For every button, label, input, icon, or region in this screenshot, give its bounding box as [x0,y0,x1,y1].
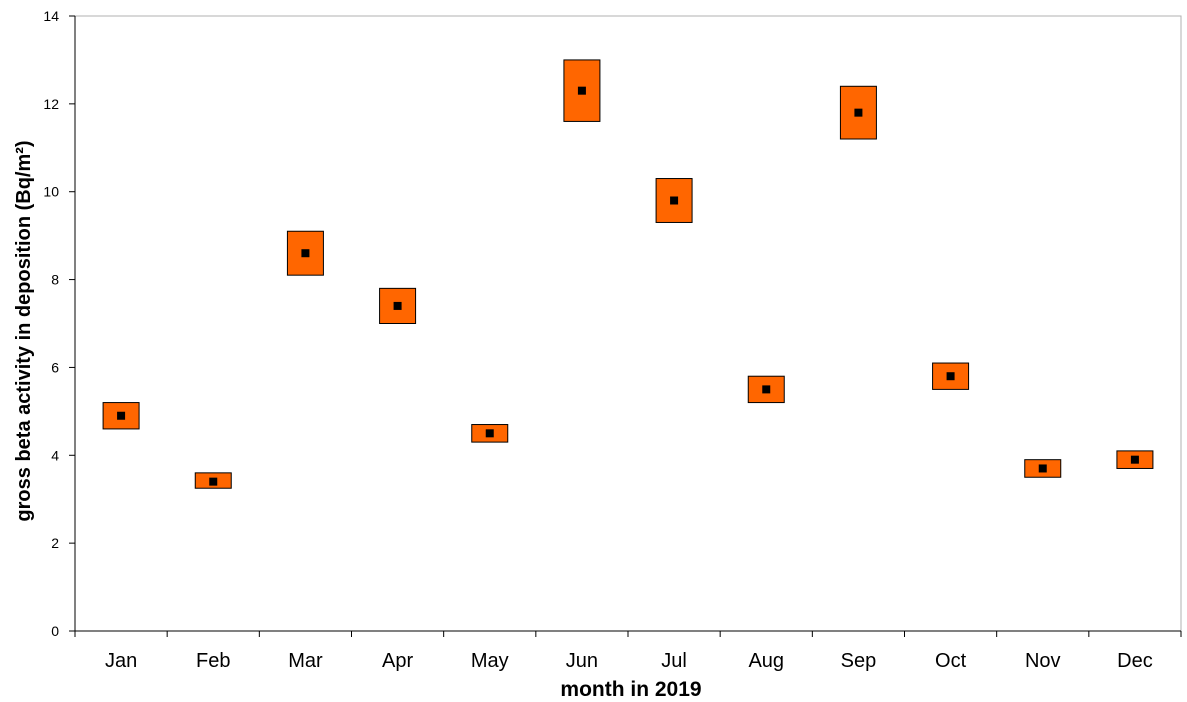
data-point [946,372,955,381]
x-tick-label: Mar [288,650,323,672]
data-point [1130,455,1139,464]
y-tick-label: 6 [51,359,59,375]
y-axis-title: gross beta activity in deposition (Bq/m²… [13,140,35,521]
x-tick-label: May [471,650,509,672]
y-tick-label: 14 [43,8,59,24]
y-tick-label: 4 [51,447,59,463]
data-point [209,477,218,486]
y-tick-label: 0 [51,623,59,639]
data-point [301,249,310,258]
data-point [577,86,586,95]
x-tick-label: Oct [935,650,967,672]
x-tick-label: Jul [661,650,687,672]
x-tick-label: Sep [841,650,877,672]
x-tick-label: Apr [382,650,413,672]
y-tick-label: 2 [51,535,59,551]
x-tick-label: Aug [748,650,784,672]
x-tick-label: Jun [566,650,598,672]
data-point [670,196,679,205]
data-point [485,429,494,438]
y-tick-label: 12 [43,96,59,112]
x-tick-label: Jan [105,650,137,672]
x-tick-label: Nov [1025,650,1061,672]
data-markers [117,86,1139,486]
plot-frame [74,15,1182,632]
axes: 0 2 4 6 8 10 12 14 Jan Feb Mar Apr May Jun Jul Aug Sep Oc… [43,8,1182,672]
x-tick-label: Feb [196,650,230,672]
y-tick-label: 8 [51,272,59,288]
y-tick-label: 10 [43,184,59,200]
data-point [854,108,863,117]
data-point [393,301,402,310]
x-axis-title: month in 2019 [560,678,701,701]
data-point [762,385,771,394]
data-point [117,411,126,420]
plot-area [74,15,1182,632]
data-point [1038,464,1047,473]
x-tick-label: Dec [1117,650,1153,672]
